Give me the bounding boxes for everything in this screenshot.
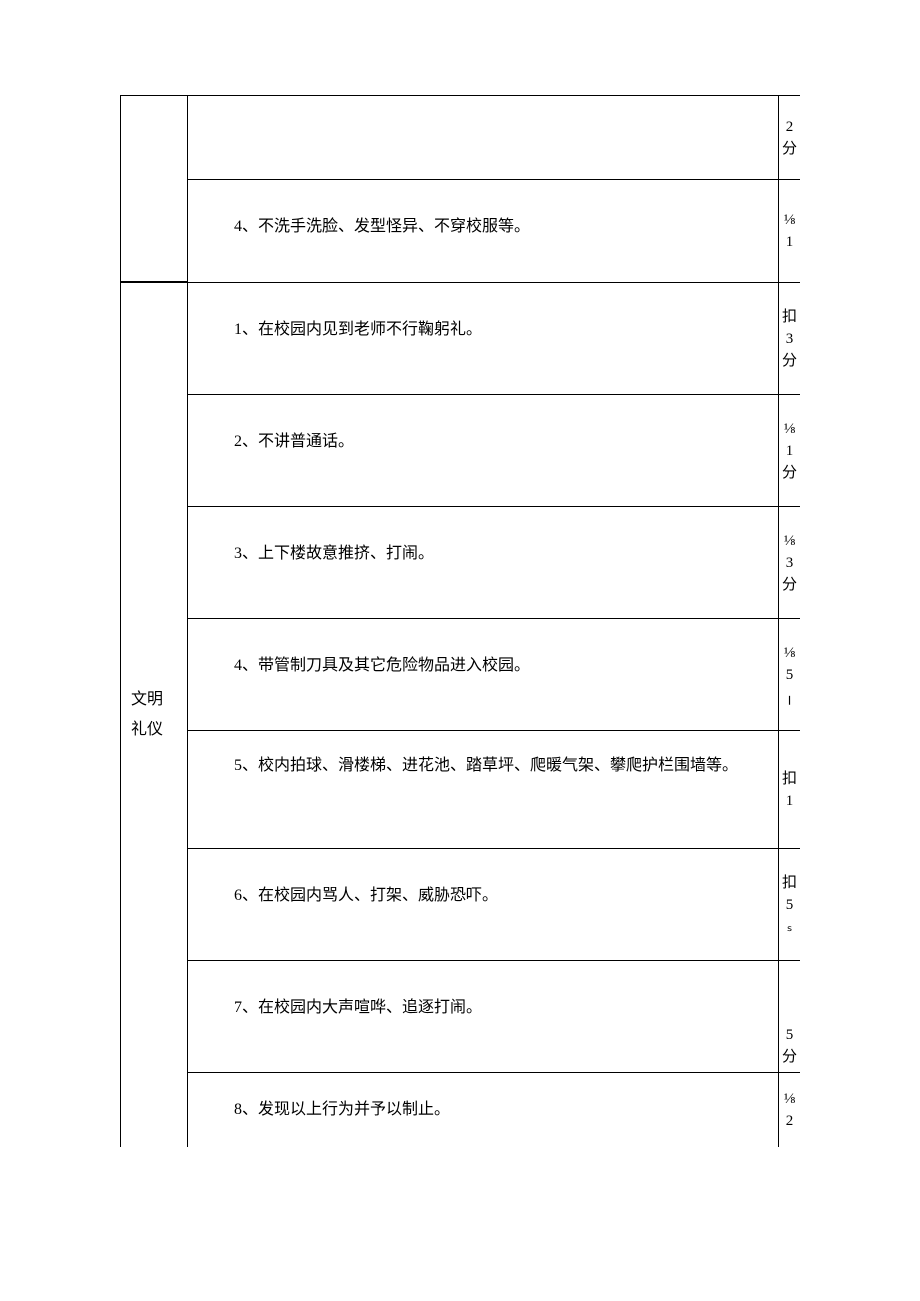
rule-description: 2、不讲普通话。: [188, 395, 778, 506]
rule-description: 4、带管制刀具及其它危险物品进入校园。: [188, 619, 778, 730]
score-cell: ⅛ 1 分: [778, 395, 800, 506]
category-label: 文明礼仪: [131, 685, 177, 745]
score-cell: 扣 1: [778, 731, 800, 848]
score-text: ⅛: [784, 1088, 795, 1110]
score-text: 1: [786, 440, 794, 462]
score-text: 5: [786, 664, 794, 686]
content-column: 2 分 4、不洗手洗脸、发型怪异、不穿校服等。 ⅛ 1 1、在校园内见到老师不行…: [188, 95, 800, 1147]
score-text: ⅛: [784, 642, 795, 664]
rule-description: 6、在校园内骂人、打架、威胁恐吓。: [188, 849, 778, 960]
score-text: 扣: [782, 306, 797, 328]
score-cell: ⅛ 3 分: [778, 507, 800, 618]
rule-description: 8、发现以上行为并予以制止。: [188, 1073, 778, 1147]
score-text: ₛ: [787, 916, 793, 938]
table-row: 8、发现以上行为并予以制止。 ⅛ 2: [188, 1073, 800, 1147]
row-group-bottom: 1、在校园内见到老师不行鞠躬礼。 扣 3 分 2、不讲普通话。 ⅛ 1 分 3、…: [188, 282, 800, 1147]
table-row: 2 分: [188, 96, 800, 180]
score-text: ╷: [785, 686, 794, 708]
score-text: 5: [786, 894, 794, 916]
score-cell: 2 分: [778, 96, 800, 179]
score-text: 分: [782, 462, 797, 484]
rule-description: 5、校内拍球、滑楼梯、进花池、踏草坪、爬暖气架、攀爬护栏围墙等。: [188, 731, 778, 848]
category-column: 文明礼仪: [120, 95, 188, 1147]
score-text: 扣: [782, 768, 797, 790]
score-cell: ⅛ 1: [778, 180, 800, 282]
category-cell-top: [121, 95, 187, 282]
score-text: 5: [786, 1024, 794, 1046]
score-cell: 扣 3 分: [778, 283, 800, 394]
score-text: ⅛: [784, 209, 795, 231]
score-text: 2: [786, 1110, 794, 1132]
score-cell: 扣 5 ₛ: [778, 849, 800, 960]
table-row: 1、在校园内见到老师不行鞠躬礼。 扣 3 分: [188, 283, 800, 395]
score-text: 分: [782, 574, 797, 596]
table-row: 7、在校园内大声喧哗、追逐打闹。 5 分: [188, 961, 800, 1073]
score-cell: ⅛ 2: [778, 1073, 800, 1147]
rule-description: [188, 96, 778, 179]
score-text: 2: [786, 116, 794, 138]
score-text: 1: [786, 790, 794, 812]
score-text: ⅛: [784, 418, 795, 440]
rule-description: 1、在校园内见到老师不行鞠躬礼。: [188, 283, 778, 394]
table-row: 4、不洗手洗脸、发型怪异、不穿校服等。 ⅛ 1: [188, 180, 800, 282]
table-row: 3、上下楼故意推挤、打闹。 ⅛ 3 分: [188, 507, 800, 619]
table-row: 5、校内拍球、滑楼梯、进花池、踏草坪、爬暖气架、攀爬护栏围墙等。 扣 1: [188, 731, 800, 849]
rules-table: 文明礼仪 2 分 4、不洗手洗脸、发型怪异、不穿校服等。 ⅛ 1 1、在: [120, 95, 800, 1147]
score-cell: ⅛ 5 ╷: [778, 619, 800, 730]
score-cell: 5 分: [778, 961, 800, 1072]
score-text: 分: [782, 138, 797, 160]
score-text: ⅛: [784, 530, 795, 552]
rule-description: 4、不洗手洗脸、发型怪异、不穿校服等。: [188, 180, 778, 282]
table-row: 2、不讲普通话。 ⅛ 1 分: [188, 395, 800, 507]
rule-description: 3、上下楼故意推挤、打闹。: [188, 507, 778, 618]
score-text: 3: [786, 552, 794, 574]
score-text: 扣: [782, 872, 797, 894]
rule-description: 7、在校园内大声喧哗、追逐打闹。: [188, 961, 778, 1072]
score-text: 3: [786, 328, 794, 350]
row-group-top: 2 分 4、不洗手洗脸、发型怪异、不穿校服等。 ⅛ 1: [188, 95, 800, 282]
score-text: 分: [782, 350, 797, 372]
table-row: 6、在校园内骂人、打架、威胁恐吓。 扣 5 ₛ: [188, 849, 800, 961]
table-row: 4、带管制刀具及其它危险物品进入校园。 ⅛ 5 ╷: [188, 619, 800, 731]
category-cell-bottom: 文明礼仪: [121, 282, 187, 1147]
score-text: 分: [782, 1046, 797, 1068]
score-text: 1: [786, 231, 794, 253]
